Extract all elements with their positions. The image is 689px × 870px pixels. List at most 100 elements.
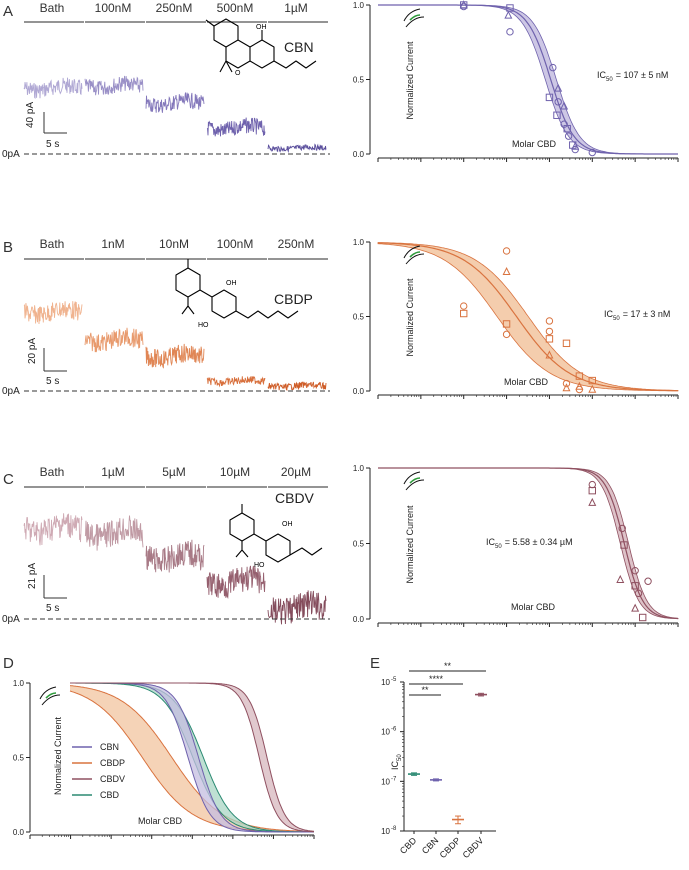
- y-tick-label: 10: [381, 777, 390, 786]
- data-point-circle: [506, 28, 514, 36]
- current-trace-segment: [145, 539, 205, 573]
- cell-icon: [405, 479, 425, 491]
- data-point-triangle: [562, 383, 571, 392]
- y-tick-exponent: -6: [391, 727, 397, 733]
- data-point-square: [506, 4, 514, 12]
- dose-response-chart-b: 0.0 0.5 1.0 Normalized Current Molar CBD IC50…: [353, 238, 679, 399]
- panel-a-traces: A Bath 100nM 250nM 500nM 1µM 40 pA 5 s 0pA C…: [2, 1, 330, 160]
- condition-label: 1nM: [101, 237, 124, 251]
- current-trace-segment: [84, 515, 144, 551]
- y-tick-label: 1.0: [13, 679, 25, 688]
- zero-label-b: 0pA: [2, 386, 20, 397]
- compound-name-a: CBN: [284, 39, 314, 55]
- data-point-square: [620, 541, 628, 549]
- cell-icon: [39, 686, 57, 700]
- y-axis-label: Normalized Current: [405, 278, 415, 357]
- category-label: CBDP: [438, 835, 463, 860]
- panel-b-traces: B Bath 1nM 10nM 100nM 250nM 20 pA 5 s 0pA CB…: [2, 237, 330, 397]
- y-tick-label: 10: [381, 728, 390, 737]
- significance-label: **: [444, 661, 452, 671]
- confidence-band-cbn: [70, 683, 314, 832]
- mol-label-a2: O: [235, 70, 241, 77]
- channel-icon: [409, 477, 421, 484]
- x-axis-label: Molar CBD: [511, 602, 556, 612]
- data-point-square: [502, 320, 511, 328]
- data-point-triangle: [560, 101, 569, 110]
- data-point-triangle: [588, 497, 597, 506]
- y-tick-label: 0.0: [353, 615, 365, 624]
- panel-a-letter: A: [3, 3, 13, 20]
- scale-current-label-b: 20 pA: [27, 338, 38, 364]
- condition-label: 100nM: [217, 237, 254, 251]
- data-point-circle: [634, 589, 643, 598]
- legend-label-cbdp: CBDP: [100, 758, 125, 768]
- legend-label-cbn: CBN: [100, 742, 119, 752]
- data-point-triangle: [545, 350, 554, 359]
- data-point-circle: [618, 524, 626, 533]
- data-point-square: [638, 613, 647, 622]
- compound-name-b: CBDP: [274, 291, 313, 307]
- current-trace-segment: [23, 301, 83, 325]
- confidence-band-cbdv: [70, 683, 314, 832]
- y-tick-label: 10: [381, 678, 390, 687]
- condition-label: Bath: [40, 237, 65, 251]
- legend-label-cbdv: CBDV: [100, 774, 125, 784]
- current-traces-b: [23, 301, 327, 392]
- panel-c-letter: C: [3, 471, 14, 488]
- current-trace-segment: [206, 375, 266, 388]
- ic50-annotation: IC50 = 5.58 ± 0.34 µM: [486, 537, 573, 550]
- scale-current-label-a: 40 pA: [25, 102, 36, 128]
- compound-name-c: CBDV: [275, 490, 315, 506]
- y-tick-label: 10: [381, 827, 390, 836]
- data-point-square: [575, 372, 584, 380]
- cell-icon: [405, 253, 425, 265]
- data-point-triangle: [504, 10, 513, 19]
- data-point-circle: [588, 480, 596, 489]
- x-axis-label: Molar CBD: [512, 139, 557, 149]
- band-edge-cbdp: [69, 685, 315, 832]
- category-label: CBDV: [461, 835, 486, 860]
- current-trace-segment: [23, 513, 83, 546]
- scale-time-label-b: 5 s: [46, 376, 59, 387]
- panel-b-letter: B: [3, 239, 13, 256]
- data-point-triangle: [459, 0, 468, 9]
- condition-label: 5µM: [162, 465, 186, 479]
- overlay-chart-d: 0.0 0.5 1.0 Normalized Current Molar CBD CBN C…: [13, 679, 315, 839]
- zero-label-a: 0pA: [2, 149, 20, 160]
- data-point-square: [631, 582, 639, 590]
- data-point-square: [460, 309, 468, 318]
- x-axis-label: Molar CBD: [138, 816, 183, 826]
- current-trace-segment: [84, 75, 144, 96]
- cell-icon: [403, 471, 421, 485]
- condition-label: 250nM: [278, 237, 315, 251]
- cell-icon: [41, 694, 61, 706]
- dose-response-chart-c: 0.0 0.5 1.0 Normalized Current Molar CBD IC50…: [353, 464, 679, 627]
- scale-current-label-c: 21 pA: [27, 563, 38, 589]
- fit-curve: [378, 4, 678, 155]
- condition-label: 100nM: [95, 1, 132, 15]
- data-point-square: [545, 93, 554, 102]
- y-tick-label: 1.0: [353, 464, 365, 473]
- current-trace-segment: [145, 92, 205, 113]
- mol-label-a1: OH: [256, 24, 267, 31]
- data-point-circle: [562, 379, 571, 388]
- y-tick-label: 0.0: [353, 387, 365, 396]
- current-trace-segment: [267, 143, 327, 154]
- cbdp-structure: OH HO: [175, 259, 299, 329]
- condition-label: 500nM: [217, 1, 254, 15]
- y-tick-label: 0.5: [353, 540, 365, 549]
- cbn-structure: OH O: [205, 18, 317, 77]
- data-point-square: [563, 124, 571, 133]
- data-point-triangle: [554, 83, 563, 92]
- y-axis-label: Normalized Current: [53, 716, 63, 795]
- data-point-square: [588, 486, 596, 495]
- data-point-circle: [549, 63, 557, 72]
- fit-curve: [378, 467, 679, 620]
- condition-label: Bath: [40, 465, 65, 479]
- mol-label-c1: OH: [282, 521, 293, 528]
- data-point-square: [553, 111, 561, 119]
- mol-label-b1: OH: [226, 280, 237, 287]
- data-point-circle: [545, 317, 554, 325]
- condition-label: Bath: [40, 1, 65, 15]
